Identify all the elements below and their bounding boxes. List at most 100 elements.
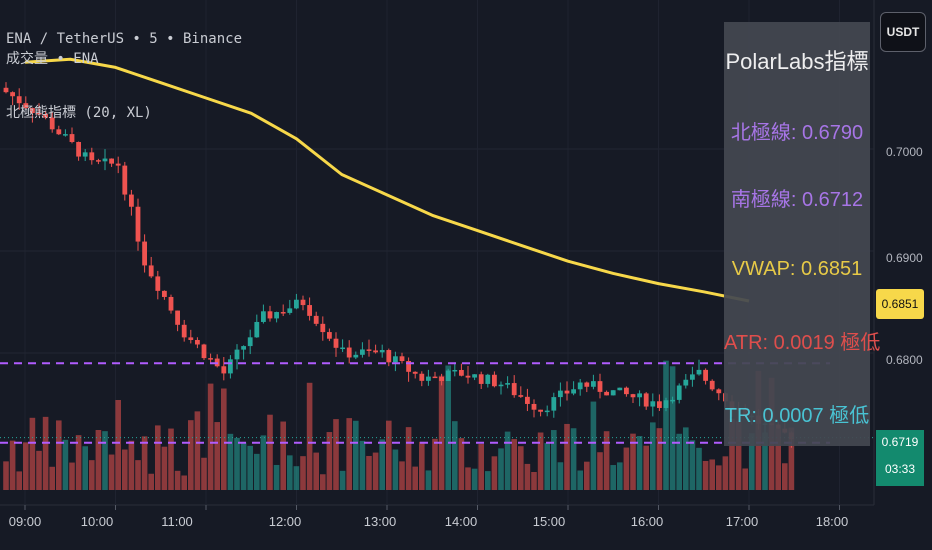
volume-bar: [69, 462, 75, 490]
candle-body: [69, 134, 75, 143]
north-line-value: 北極線: 0.6790: [730, 122, 864, 144]
candle-body: [208, 358, 213, 360]
countdown-tag: 03:33: [876, 454, 924, 486]
volume-bar: [135, 460, 141, 490]
candle-body: [591, 381, 596, 387]
candle-body: [452, 369, 458, 372]
volume-bar: [326, 432, 333, 490]
x-tick-label: 09:00: [8, 514, 42, 529]
volume-bar: [412, 466, 418, 490]
volume-bar: [36, 450, 42, 490]
volume-bar: [419, 441, 425, 490]
candle-body: [115, 163, 121, 166]
candle-body: [604, 391, 609, 396]
volume-bar: [663, 360, 669, 490]
volume-bar: [544, 443, 550, 490]
volume-bar: [564, 423, 570, 490]
volume-bar: [452, 421, 458, 490]
volume-bar: [696, 447, 702, 490]
candle-body: [162, 290, 167, 297]
volume-bar: [551, 430, 557, 490]
candle-body: [16, 96, 22, 104]
candle-body: [274, 312, 279, 319]
volume-bar: [234, 437, 240, 490]
volume-bar: [392, 449, 399, 490]
last-price-tag: 0.6719: [876, 430, 924, 454]
candle-body: [432, 376, 438, 379]
candle-body: [254, 321, 260, 338]
candle-body: [63, 134, 68, 136]
candle-body: [353, 354, 359, 358]
x-tick-label: 11:00: [161, 514, 193, 529]
candle-body: [577, 382, 583, 390]
volume-bar: [735, 421, 742, 490]
candle-body: [188, 337, 194, 340]
volume-bar: [148, 473, 154, 490]
volume-bar: [201, 457, 207, 490]
candle-body: [280, 312, 286, 314]
vwap-line: [24, 57, 750, 303]
volume-bar: [478, 444, 484, 490]
volume-bar: [716, 465, 722, 490]
volume-bar: [471, 468, 478, 490]
candle-body: [49, 117, 55, 130]
volume-bar: [366, 455, 372, 490]
candle-body: [544, 410, 550, 413]
vwap-value: VWAP: 0.6851: [731, 258, 863, 280]
volume-bar: [306, 382, 313, 490]
volume-bar: [689, 440, 696, 490]
volume-bar: [485, 471, 491, 490]
volume-bar: [498, 448, 504, 490]
candle-body: [597, 381, 603, 392]
candle-body: [399, 356, 405, 361]
candle-body: [703, 369, 708, 381]
candle-body: [327, 332, 332, 339]
volume-bar: [623, 447, 630, 490]
volume-bar: [372, 452, 379, 490]
volume-bar: [630, 433, 636, 490]
volume-bar: [597, 452, 603, 490]
volume-bar: [9, 440, 16, 490]
candle-body: [564, 390, 570, 394]
symbol-legend[interactable]: ENA / TetherUS • 5 • Binance: [6, 31, 243, 47]
volume-bar: [339, 470, 346, 490]
volume-bar: [23, 442, 29, 490]
x-tick-label: 14:00: [444, 514, 478, 529]
volume-bar: [141, 436, 148, 490]
candle-body: [267, 311, 273, 319]
volume-bar: [590, 401, 597, 490]
volume-bar: [207, 383, 214, 490]
volume-bar: [432, 438, 438, 490]
candle-body: [412, 371, 418, 374]
volume-bar: [465, 467, 471, 490]
indicator-legend[interactable]: 北極熊指標 (20, XL): [6, 105, 152, 121]
volume-bar: [115, 399, 121, 490]
candle-body: [551, 397, 557, 411]
volume-bar: [425, 470, 432, 490]
volume-bar: [62, 439, 69, 490]
x-tick-label: 18:00: [815, 514, 849, 529]
candle-body: [96, 160, 101, 162]
indicator-panel: PolarLabs指標 北極線: 0.6790 南極線: 0.6712 VWAP…: [724, 22, 880, 446]
candle-body: [366, 349, 372, 351]
currency-button[interactable]: USDT: [880, 12, 926, 52]
volume-bar: [75, 435, 82, 490]
candle-body: [637, 393, 642, 398]
candle-body: [379, 350, 385, 353]
volume-bar: [56, 420, 62, 490]
volume-bar: [650, 422, 656, 490]
candle-body: [406, 360, 411, 372]
volume-bar: [742, 468, 748, 490]
candle-body: [56, 129, 62, 135]
candle-body: [247, 337, 253, 347]
candle-body: [23, 103, 29, 109]
volume-legend[interactable]: 成交量 • ENA: [6, 51, 99, 67]
candle-body: [657, 401, 662, 408]
volume-bar: [782, 463, 788, 490]
volume-bar: [221, 388, 227, 490]
x-tick-label: 16:00: [630, 514, 664, 529]
candle-body: [175, 310, 180, 325]
candle-body: [419, 373, 425, 381]
candle-body: [122, 165, 128, 195]
candle-body: [426, 376, 431, 381]
